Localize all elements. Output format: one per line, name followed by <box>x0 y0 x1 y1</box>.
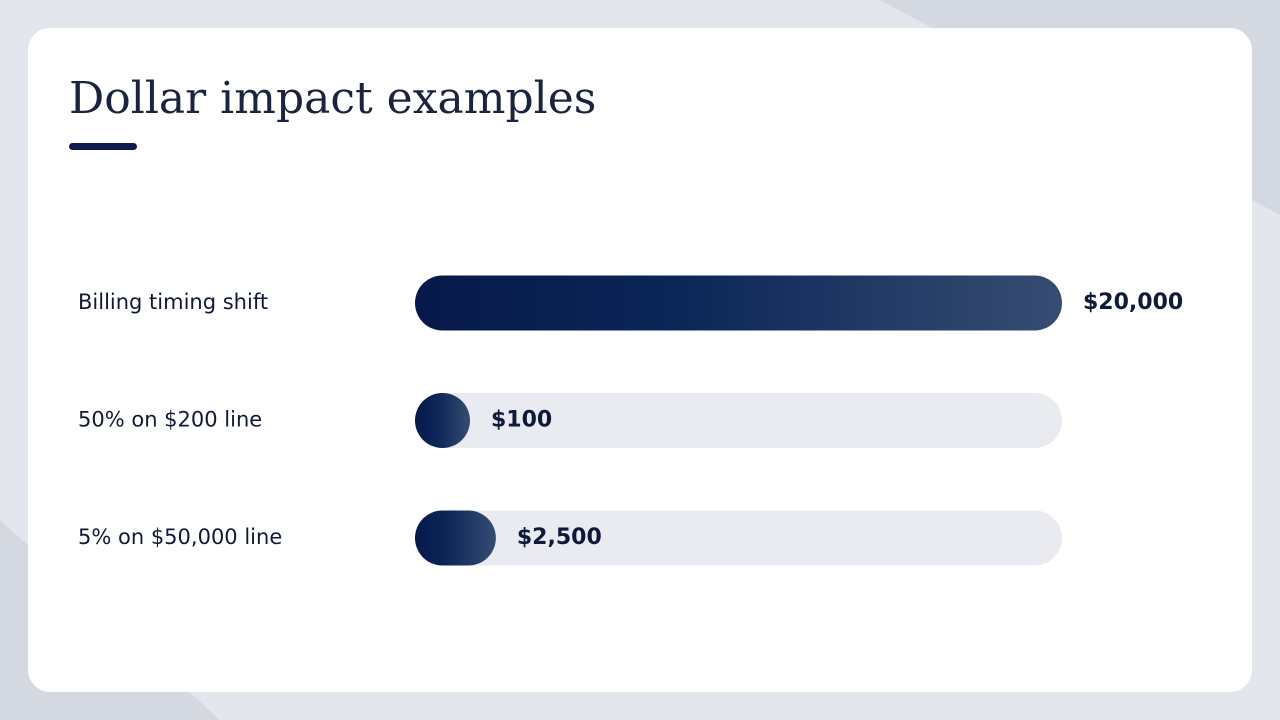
category-label: 5% on $50,000 line <box>78 525 282 549</box>
bar-track <box>415 393 1062 448</box>
card <box>28 28 1252 692</box>
bar-track <box>415 510 1062 566</box>
rows: Billing timing shift $20,000 50% on $200 l… <box>78 275 1183 566</box>
category-label: 50% on $200 line <box>78 408 262 432</box>
bar <box>415 510 496 566</box>
bar <box>415 275 1062 331</box>
chart-title: Dollar impact examples <box>69 73 596 124</box>
value-label: $2,500 <box>517 525 602 550</box>
title-underline <box>69 143 137 150</box>
value-label: $20,000 <box>1083 290 1183 315</box>
category-label: Billing timing shift <box>78 290 268 314</box>
value-label: $100 <box>491 408 552 433</box>
bar <box>415 393 470 448</box>
